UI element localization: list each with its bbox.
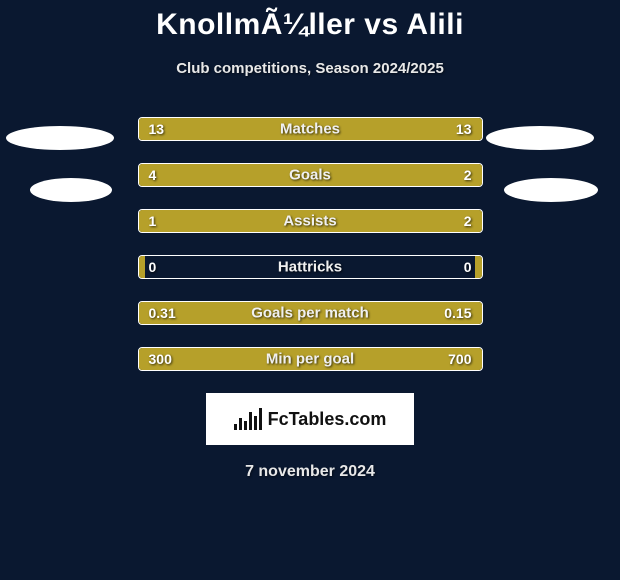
brand-text: FcTables.com bbox=[268, 409, 387, 430]
metric-row: 300 700 Min per goal bbox=[138, 347, 483, 371]
brand-bar bbox=[244, 421, 247, 430]
value-left: 4 bbox=[149, 167, 157, 183]
player-ellipse bbox=[504, 178, 598, 202]
metric-label: Hattricks bbox=[278, 259, 342, 276]
brand-bar bbox=[234, 424, 237, 430]
value-left: 13 bbox=[149, 121, 165, 137]
metric-label: Matches bbox=[280, 121, 340, 138]
value-right: 0.15 bbox=[444, 305, 471, 321]
brand-badge: FcTables.com bbox=[206, 393, 414, 445]
metric-row: 13 13 Matches bbox=[138, 117, 483, 141]
page-title: KnollmÃ¼ller vs Alili bbox=[0, 0, 620, 42]
date-text: 7 november 2024 bbox=[0, 463, 620, 481]
metric-label: Assists bbox=[283, 213, 336, 230]
metric-label: Goals bbox=[289, 167, 331, 184]
value-left: 0 bbox=[149, 259, 157, 275]
brand-bars-icon bbox=[234, 408, 262, 430]
brand-bar bbox=[239, 418, 242, 430]
value-right: 700 bbox=[448, 351, 471, 367]
metric-label: Goals per match bbox=[251, 305, 369, 322]
player-ellipse bbox=[30, 178, 112, 202]
comparison-chart: 13 13 Matches 4 2 Goals 1 2 Assists 0 0 Hattricks 0.… bbox=[0, 117, 620, 371]
value-left: 1 bbox=[149, 213, 157, 229]
value-right: 2 bbox=[464, 213, 472, 229]
value-right: 13 bbox=[456, 121, 472, 137]
value-left: 300 bbox=[149, 351, 172, 367]
value-right: 0 bbox=[464, 259, 472, 275]
bar-left bbox=[139, 164, 369, 186]
value-right: 2 bbox=[464, 167, 472, 183]
value-left: 0.31 bbox=[149, 305, 176, 321]
metric-row: 0.31 0.15 Goals per match bbox=[138, 301, 483, 325]
player-ellipse bbox=[6, 126, 114, 150]
bar-left bbox=[139, 256, 146, 278]
brand-bar bbox=[249, 412, 252, 430]
metric-row: 4 2 Goals bbox=[138, 163, 483, 187]
brand-bar bbox=[254, 416, 257, 430]
subtitle: Club competitions, Season 2024/2025 bbox=[0, 60, 620, 77]
metric-row: 0 0 Hattricks bbox=[138, 255, 483, 279]
metric-label: Min per goal bbox=[266, 351, 354, 368]
bar-right bbox=[475, 256, 482, 278]
metric-row: 1 2 Assists bbox=[138, 209, 483, 233]
brand-bar bbox=[259, 408, 262, 430]
player-ellipse bbox=[486, 126, 594, 150]
